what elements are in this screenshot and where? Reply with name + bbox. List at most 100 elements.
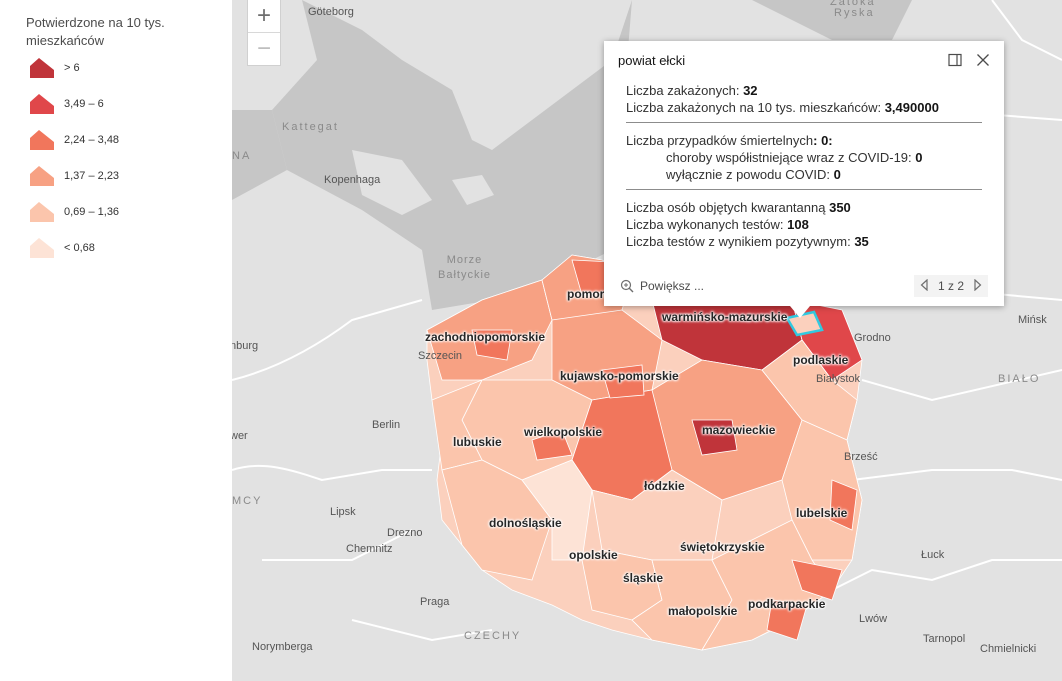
city-label: Białystok <box>816 373 861 385</box>
country-label: NA <box>232 150 252 162</box>
city-label: Tarnopol <box>923 633 966 645</box>
popup-pager: 1 z 2 <box>913 275 988 297</box>
field-label: Liczba osób objętych kwarantanną <box>626 200 826 215</box>
region-label: opolskie <box>569 548 618 562</box>
popup-line: Liczba zakażonych na 10 tys. mieszkańców… <box>626 99 982 116</box>
legend-item: > 6 <box>30 50 232 86</box>
legend-swatch <box>30 166 54 186</box>
legend-swatch <box>30 130 54 150</box>
zoom-out-button[interactable]: − <box>248 32 280 65</box>
divider <box>626 189 982 190</box>
dock-icon[interactable] <box>948 53 962 72</box>
sea-label: Morze Bałtyckie <box>438 253 491 283</box>
popup-line: wyłącznie z powodu COVID: 0 <box>626 166 982 183</box>
zoom-to-icon <box>620 279 634 293</box>
field-value: : 0: <box>813 133 833 148</box>
legend-panel: Potwierdzone na 10 tys. mieszkańców > 6 … <box>0 0 232 681</box>
region-label: warmińsko-mazurskie <box>662 310 788 324</box>
city-label: Lwów <box>859 613 888 625</box>
city-label: Mińsk <box>1018 314 1047 326</box>
country-label: MCY <box>232 495 263 507</box>
previous-icon[interactable] <box>920 278 928 294</box>
legend-label: 3,49 – 6 <box>64 98 104 110</box>
legend-swatch <box>30 238 54 258</box>
field-label: wyłącznie z powodu COVID: <box>666 167 831 182</box>
legend-label: 0,69 – 1,36 <box>64 206 120 218</box>
legend-item: < 0,68 <box>30 230 232 266</box>
popup-line: choroby współistniejące wraz z COVID-19:… <box>626 149 982 166</box>
region-label: lubuskie <box>453 435 502 449</box>
sea-label: Ryska <box>834 7 875 19</box>
legend-title: Potwierdzone na 10 tys. mieszkańców <box>26 15 165 48</box>
region-label: małopolskie <box>668 604 738 618</box>
popup-actions <box>948 53 990 72</box>
popup-line: Liczba przypadków śmiertelnych: 0: <box>626 132 982 149</box>
popup-title: powiat ełcki <box>618 53 686 68</box>
legend-label: 2,24 – 3,48 <box>64 134 120 146</box>
legend-swatch <box>30 58 54 78</box>
field-label: Liczba zakażonych na 10 tys. mieszkańców… <box>626 100 882 115</box>
field-value: 3,490000 <box>884 100 939 115</box>
region-label: dolnośląskie <box>489 516 562 530</box>
field-label: Liczba zakażonych: <box>626 83 740 98</box>
field-value: 108 <box>787 217 809 232</box>
divider <box>626 122 982 123</box>
legend-label: < 0,68 <box>64 242 95 254</box>
field-value: 32 <box>743 83 758 98</box>
field-label: Liczba przypadków śmiertelnych <box>626 133 814 148</box>
sea-label: Kattegat <box>282 121 339 133</box>
region-label: podkarpackie <box>748 597 826 611</box>
city-label: wer <box>232 430 248 442</box>
city-label: Brześć <box>844 451 878 463</box>
region-label: śląskie <box>623 571 664 585</box>
field-label: Liczba wykonanych testów: <box>626 217 784 232</box>
sea-label: Zatoka <box>830 0 876 8</box>
legend-item: 1,37 – 2,23 <box>30 158 232 194</box>
city-label: Chmielnicki <box>980 643 1037 655</box>
city-label: Grodno <box>854 332 891 344</box>
city-label: Göteborg <box>308 6 354 18</box>
close-icon[interactable] <box>976 53 990 72</box>
next-icon[interactable] <box>974 278 982 294</box>
region-label: wielkopolskie <box>524 425 603 439</box>
popup-line: Liczba osób objętych kwarantanną 350 <box>626 199 982 216</box>
legend-item: 0,69 – 1,36 <box>30 194 232 230</box>
popup-footer: Powiększ ... 1 z 2 <box>620 275 988 297</box>
legend-swatch <box>30 94 54 114</box>
country-label: CZECHY <box>464 630 522 642</box>
popup-content: Liczba zakażonych: 32 Liczba zakażonych … <box>626 82 982 250</box>
city-label: Kopenhaga <box>324 174 381 186</box>
city-label: nburg <box>232 340 259 352</box>
legend-swatch <box>30 202 54 222</box>
pager-label: 1 z 2 <box>937 279 964 293</box>
field-value: 0 <box>915 150 923 165</box>
field-value: 35 <box>854 234 869 249</box>
zoom-to-button[interactable]: Powiększ ... <box>620 279 704 293</box>
city-label: Lipsk <box>330 506 356 518</box>
field-value: 0 <box>833 167 841 182</box>
region-label: podlaskie <box>793 353 849 367</box>
zoom-in-button[interactable]: + <box>256 2 271 29</box>
city-label: Chemnitz <box>346 543 393 555</box>
feature-popup: powiat ełcki Liczba zakażonych: 32 Liczb… <box>604 41 1004 318</box>
city-label: Norymberga <box>252 641 313 653</box>
region-label: mazowieckie <box>702 423 776 437</box>
popup-line: Liczba testów z wynikiem pozytywnym: 35 <box>626 233 982 250</box>
legend-item: 2,24 – 3,48 <box>30 122 232 158</box>
city-label: Berlin <box>372 419 401 431</box>
popup-line: Liczba zakażonych: 32 <box>626 82 982 99</box>
region-label: świętokrzyskie <box>680 540 765 554</box>
popup-pointer <box>790 306 810 318</box>
region-label: łódzkie <box>644 479 685 493</box>
region-label: zachodniopomorskie <box>425 330 546 344</box>
city-label: Szczecin <box>418 350 463 362</box>
legend-label: > 6 <box>64 62 80 74</box>
legend-item: 3,49 – 6 <box>30 86 232 122</box>
zoom-to-label: Powiększ ... <box>640 279 705 293</box>
city-label: Praga <box>420 596 450 608</box>
region-label: kujawsko-pomorskie <box>560 369 679 383</box>
city-label: Drezno <box>387 527 423 539</box>
legend-label: 1,37 – 2,23 <box>64 170 120 182</box>
field-label: Liczba testów z wynikiem pozytywnym: <box>626 234 851 249</box>
region-label: lubelskie <box>796 506 848 520</box>
